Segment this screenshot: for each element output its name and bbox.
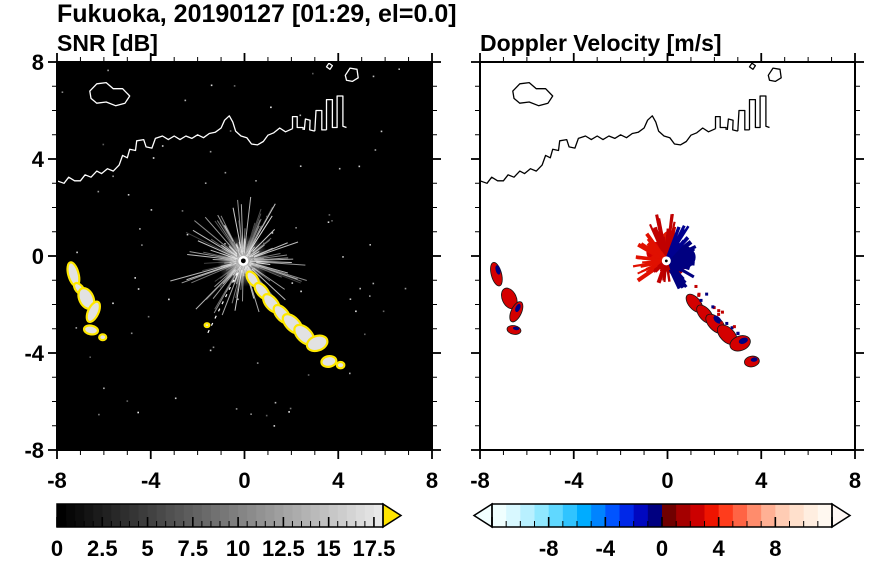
axis-ticks (48, 53, 441, 459)
x-tick-label: -4 (564, 468, 584, 493)
echo-blob (335, 360, 346, 370)
x-tick-label: 8 (426, 468, 438, 493)
echo-blob (512, 326, 520, 331)
x-tick-label: 8 (849, 468, 861, 493)
snr-colorbar-label: 15 (316, 536, 340, 561)
x-tick-label: -4 (141, 468, 161, 493)
x-tick-label: 4 (755, 468, 768, 493)
echo-blob (738, 337, 748, 344)
x-tick-label: -8 (47, 468, 67, 493)
snr-colorbar: 0 2.5 5 7.5 10 12.5 15 17.5 (51, 502, 403, 561)
snr-colorbar-label: 17.5 (353, 536, 396, 561)
snr-panel: -8 -4 0 4 8 8 4 0 -4 -8 (24, 50, 441, 493)
figure-title: Fukuoka, 20190127 [01:29, el=0.0] (57, 0, 457, 28)
velocity-colorbar-label: 0 (656, 536, 668, 561)
velocity-colorbar-label: -8 (539, 536, 559, 561)
velocity-colorbar-left-arrow (472, 502, 493, 529)
velocity-colorbar: -8 -4 0 4 8 (472, 502, 852, 561)
echo-blob (495, 265, 501, 275)
snr-colorbar-arrow (382, 502, 403, 529)
velocity-panel-title: Doppler Velocity [m/s] (480, 30, 722, 56)
y-tick-label: 8 (32, 50, 44, 75)
snr-colorbar-label: 5 (141, 536, 153, 561)
velocity-colorbar-right-arrow (831, 502, 852, 529)
velocity-colorbar-label: -4 (596, 536, 616, 561)
y-tick-label: -4 (24, 341, 44, 366)
x-tick-label: 0 (238, 468, 250, 493)
echo-blob (515, 303, 521, 313)
dashed-ray (207, 272, 239, 334)
axis-ticks (471, 53, 864, 459)
coastline (57, 62, 359, 184)
echo-blob (713, 315, 722, 324)
echo-blob (203, 322, 211, 329)
snr-colorbar-label: 7.5 (178, 536, 209, 561)
y-tick-label: 0 (32, 244, 44, 269)
snr-colorbar-label: 10 (226, 536, 250, 561)
velocity-colorbar-label: 8 (769, 536, 781, 561)
echo-blob (750, 357, 758, 362)
y-tick-label: 4 (32, 147, 45, 172)
snr-panel-title: SNR [dB] (57, 30, 158, 56)
velocity-colorbar-label: 4 (713, 536, 726, 561)
x-tick-label: -8 (470, 468, 490, 493)
snr-colorbar-label: 2.5 (87, 536, 118, 561)
echo-blob (85, 300, 101, 324)
echo-blob (320, 354, 338, 369)
y-tick-label: -8 (24, 438, 44, 463)
coastline (480, 62, 782, 184)
x-tick-label: 0 (661, 468, 673, 493)
echo-blob (98, 333, 108, 342)
echo-blob (82, 324, 100, 336)
velocity-panel: -8 -4 0 4 8 (470, 53, 864, 493)
echo-blob (305, 334, 329, 353)
snr-colorbar-label: 0 (51, 536, 63, 561)
snr-colorbar-label: 12.5 (262, 536, 305, 561)
x-tick-label: 4 (332, 468, 345, 493)
